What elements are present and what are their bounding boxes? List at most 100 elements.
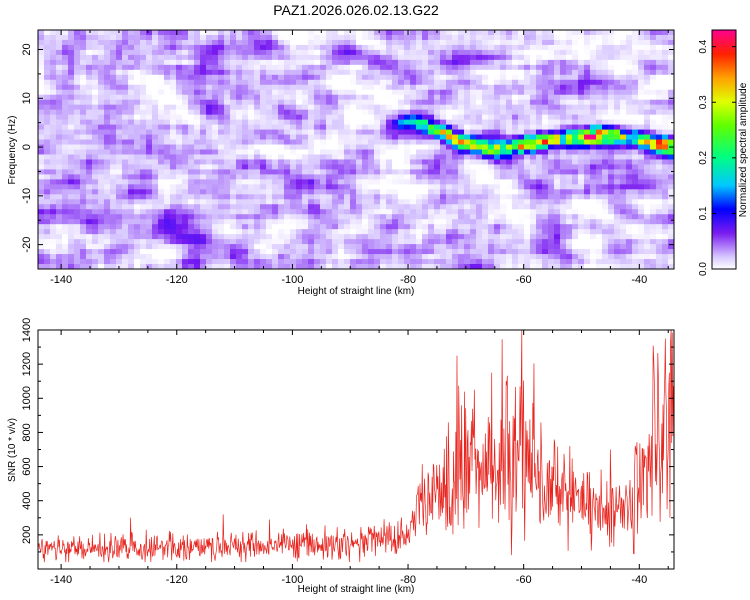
heatmap-cell [110,204,117,210]
heatmap-cell [230,39,237,46]
heatmap-cell [422,134,429,141]
heatmap-cell [98,189,105,195]
heatmap-cell [554,184,561,190]
heatmap-cell [86,99,93,106]
heatmap-cell [116,104,123,111]
heatmap-cell [152,134,159,141]
heatmap-cell [512,194,519,200]
heatmap-cell [470,54,477,61]
heatmap-cell [260,244,267,250]
heatmap-cell [602,139,609,146]
heatmap-cell [656,139,663,146]
heatmap-cell [272,39,279,46]
heatmap-cell [506,129,513,136]
heatmap-cell [152,79,159,86]
heatmap-cell [548,30,555,36]
heatmap-cell [284,214,291,220]
heatmap-cell [368,79,375,86]
heatmap-cell [212,159,219,166]
heatmap-cell [494,164,501,171]
heatmap-cell [638,99,645,106]
heatmap-cell [338,34,345,41]
heatmap-cell [104,74,111,81]
heatmap-cell [488,104,495,111]
heatmap-cell [260,59,267,66]
heatmap-cell [518,114,525,121]
heatmap-cell [86,179,93,185]
heatmap-cell [662,164,669,171]
heatmap-cell [80,189,87,195]
heatmap-cell [86,59,93,66]
heatmap-cell [350,64,357,71]
heatmap-cell [278,30,285,36]
heatmap-cell [236,184,243,190]
heatmap-cell [68,134,75,141]
heatmap-cell [470,179,477,185]
heatmap-cell [350,114,357,121]
heatmap-cell [464,194,471,200]
heatmap-cell [38,59,45,66]
heatmap-cell [242,34,249,41]
heatmap-cell [272,239,279,245]
heatmap-cell [290,134,297,141]
heatmap-cell [560,54,567,61]
heatmap-cell [194,124,201,131]
heatmap-cell [74,154,81,161]
heatmap-cell [248,124,255,131]
heatmap-cell [374,79,381,86]
heatmap-cell [260,149,267,156]
heatmap-cell [524,49,531,56]
heatmap-cell [308,204,315,210]
heatmap-cell [620,54,627,61]
heatmap-cell [68,179,75,185]
heatmap-cell [476,149,483,156]
heatmap-cell [122,119,129,126]
heatmap-cell [662,84,669,91]
heatmap-cell [572,104,579,111]
heatmap-cell [80,84,87,91]
heatmap-cell [68,169,75,175]
heatmap-cell [446,54,453,61]
heatmap-cell [236,234,243,240]
heatmap-cell [386,254,393,260]
heatmap-cell [638,249,645,255]
heatmap-cell [284,189,291,195]
heatmap-cell [122,44,129,51]
heatmap-cell [530,189,537,195]
heatmap-cell [146,194,153,200]
heatmap-cell [638,89,645,96]
heatmap-cell [524,224,531,230]
heatmap-cell [122,184,129,190]
heatmap-cell [206,54,213,61]
heatmap-cell [260,89,267,96]
heatmap-cell [152,34,159,41]
heatmap-cell [422,224,429,230]
heatmap-cell [212,189,219,195]
heatmap-cell [356,49,363,56]
heatmap-cell [242,219,249,225]
heatmap-cell [656,149,663,156]
heatmap-cell [116,99,123,106]
heatmap-cell [548,184,555,190]
heatmap-cell [68,214,75,220]
heatmap-cell [200,214,207,220]
heatmap-cell [170,134,177,141]
heatmap-cell [644,214,651,220]
heatmap-cell [404,144,411,151]
heatmap-cell [632,109,639,116]
heatmap-cell [164,164,171,171]
heatmap-cell [560,184,567,190]
heatmap-cell [344,34,351,41]
heatmap-cell [140,249,147,255]
heatmap-cell [566,184,573,190]
heatmap-cell [584,114,591,121]
heatmap-cell [176,234,183,240]
heatmap-cell [50,119,57,126]
heatmap-cell [596,39,603,46]
heatmap-cell [632,139,639,146]
heatmap-cell [206,74,213,81]
heatmap-cell [566,79,573,86]
heatmap-cell [290,39,297,46]
heatmap-cell [266,39,273,46]
heatmap-cell [542,214,549,220]
